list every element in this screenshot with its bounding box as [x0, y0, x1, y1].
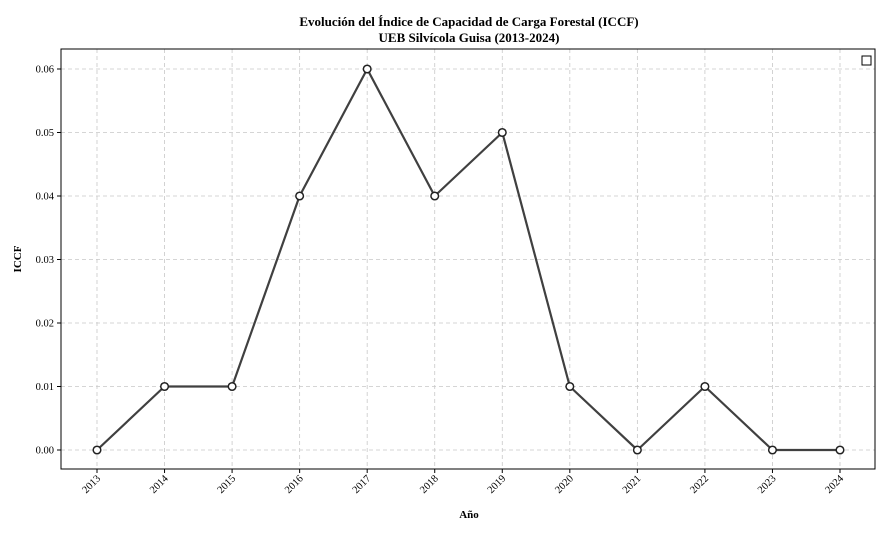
data-point	[632, 445, 642, 455]
data-point	[565, 381, 575, 392]
data-point	[159, 381, 170, 392]
legend	[861, 55, 872, 66]
y-tick-label: 0.01	[36, 382, 54, 393]
data-point	[767, 445, 778, 455]
grid	[61, 49, 875, 469]
y-tick-label: 0.04	[36, 192, 55, 203]
x-axis-label: Año	[459, 509, 479, 521]
y-axis-label: ICCF	[12, 245, 24, 272]
x-tick-label: 2013	[80, 473, 103, 496]
data-point	[295, 191, 305, 201]
x-tick-label: 2023	[756, 473, 779, 496]
x-tick-label: 2014	[148, 473, 171, 496]
legend-box	[861, 55, 872, 66]
x-tick-label: 2021	[621, 473, 644, 496]
series	[92, 64, 845, 455]
y-tick-label: 0.05	[36, 128, 54, 139]
x-tick-label: 2016	[283, 473, 306, 496]
axis-ticks: 2013 2014 2015 2016 2017 2018 2019 2020 2021 2022…	[36, 65, 847, 496]
x-tick-label: 2019	[486, 473, 509, 496]
data-point	[362, 64, 372, 74]
data-point	[497, 127, 507, 138]
data-point	[835, 445, 845, 455]
y-tick-label: 0.02	[36, 319, 54, 330]
series-line	[96, 67, 840, 452]
chart-subtitle: UEB Silvícola Guisa (2013-2024)	[379, 30, 560, 45]
data-point	[92, 445, 102, 455]
y-tick-label: 0.03	[36, 255, 54, 266]
y-tick-label: 0.06	[36, 65, 54, 76]
data-point	[430, 191, 440, 201]
data-point	[227, 381, 237, 392]
x-tick-label: 2017	[351, 473, 374, 496]
x-tick-label: 2015	[216, 473, 239, 496]
y-tick-label: 0.00	[36, 446, 54, 457]
x-tick-label: 2024	[823, 473, 846, 496]
x-tick-label: 2018	[418, 473, 441, 496]
x-tick-label: 2022	[688, 473, 711, 496]
plot-frame	[60, 48, 876, 470]
chart-title: Evolución del Índice de Capacidad de Car…	[299, 14, 638, 29]
x-tick-label: 2020	[553, 473, 576, 496]
data-point	[700, 381, 710, 392]
